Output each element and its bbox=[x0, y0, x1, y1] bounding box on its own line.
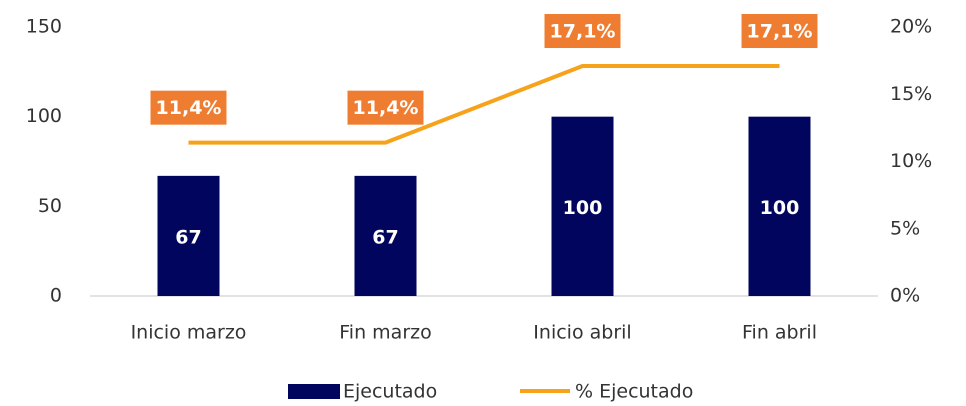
y2-tick-label: 15% bbox=[890, 83, 932, 105]
data-label: 11,4% bbox=[353, 97, 419, 119]
data-label: 11,4% bbox=[156, 97, 222, 119]
data-label-box bbox=[150, 90, 227, 125]
data-label-box bbox=[544, 14, 621, 49]
bar bbox=[354, 175, 417, 296]
bar bbox=[551, 116, 614, 297]
y-tick-label: 100 bbox=[26, 105, 62, 127]
bar-value-label: 100 bbox=[760, 197, 800, 219]
y2-tick-label: 10% bbox=[890, 150, 932, 172]
y2-tick-label: 20% bbox=[890, 16, 932, 38]
data-label-box bbox=[347, 90, 424, 125]
data-label: 17,1% bbox=[550, 21, 616, 43]
data-label-box bbox=[741, 14, 818, 49]
legend-swatch bbox=[288, 384, 340, 399]
bar-value-label: 67 bbox=[372, 226, 398, 248]
bar-value-label: 100 bbox=[563, 197, 603, 219]
x-tick-label: Inicio marzo bbox=[131, 322, 247, 344]
legend-label: % Ejecutado bbox=[575, 381, 693, 403]
line bbox=[188, 64, 780, 145]
x-tick-label: Inicio abril bbox=[533, 322, 631, 344]
bar bbox=[157, 175, 220, 296]
y-tick-label: 50 bbox=[38, 195, 62, 217]
x-tick-label: Fin abril bbox=[742, 322, 817, 344]
bar-value-label: 67 bbox=[175, 226, 201, 248]
y-tick-label: 0 bbox=[50, 285, 62, 307]
bar bbox=[748, 116, 811, 297]
y2-tick-label: 5% bbox=[890, 217, 920, 239]
legend-label: Ejecutado bbox=[343, 381, 437, 403]
x-tick-label: Fin marzo bbox=[339, 322, 431, 344]
y2-tick-label: 0% bbox=[890, 285, 920, 307]
y-tick-label: 150 bbox=[26, 16, 62, 38]
data-label: 17,1% bbox=[747, 21, 813, 43]
